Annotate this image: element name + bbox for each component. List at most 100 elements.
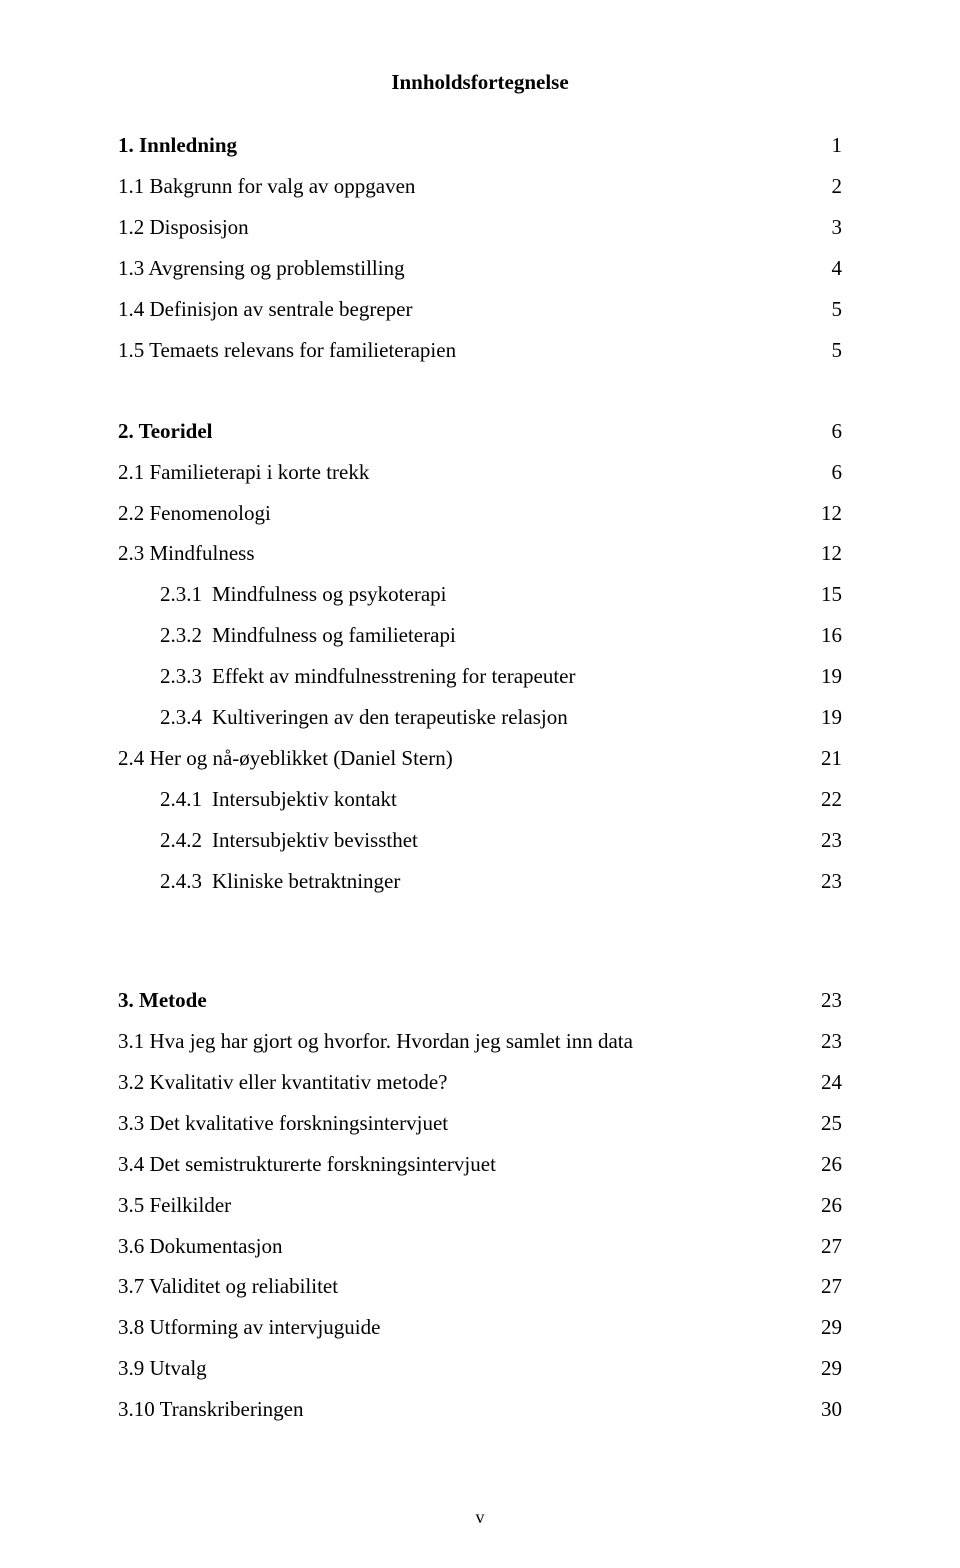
toc-line: 2.4 Her og nå-øyeblikket (Daniel Stern) 2… — [118, 738, 842, 779]
toc-page: 23 — [821, 861, 842, 902]
toc-number: 2.3.2 — [160, 615, 212, 656]
toc-line: 3.2 Kvalitativ eller kvantitativ metode?… — [118, 1062, 842, 1103]
toc-line: 2.2 Fenomenologi 12 — [118, 493, 842, 534]
toc-line: 3.3 Det kvalitative forskningsintervjuet… — [118, 1103, 842, 1144]
toc-page: 19 — [821, 656, 842, 697]
toc-line: 2.3.2Mindfulness og familieterapi 16 — [118, 615, 842, 656]
toc-text: Effekt av mindfulnesstrening for terapeu… — [212, 664, 575, 688]
toc-line: 2.3.1Mindfulness og psykoterapi 15 — [118, 574, 842, 615]
toc-page: 30 — [821, 1389, 842, 1430]
toc-label: 3.10 Transkriberingen — [118, 1389, 304, 1430]
toc-page: 6 — [832, 411, 843, 452]
toc-line: 1.5 Temaets relevans for familieterapien… — [118, 330, 842, 371]
toc-label: 2.4 Her og nå-øyeblikket (Daniel Stern) — [118, 738, 453, 779]
toc-page: 15 — [821, 574, 842, 615]
toc-line: 3. Metode 23 — [118, 980, 842, 1021]
toc-label: 1.2 Disposisjon — [118, 207, 249, 248]
toc-label: 3.3 Det kvalitative forskningsintervjuet — [118, 1103, 448, 1144]
toc-label: 1.1 Bakgrunn for valg av oppgaven — [118, 166, 415, 207]
toc-page: 21 — [821, 738, 842, 779]
toc-page: 27 — [821, 1266, 842, 1307]
toc-line: 2.3 Mindfulness 12 — [118, 533, 842, 574]
toc-text: Mindfulness og psykoterapi — [212, 582, 446, 606]
toc-text: Intersubjektiv bevissthet — [212, 828, 418, 852]
toc-page: 6 — [832, 452, 843, 493]
toc-page: 29 — [821, 1348, 842, 1389]
toc-line: 2.4.2Intersubjektiv bevissthet 23 — [118, 820, 842, 861]
toc-line: 3.6 Dokumentasjon 27 — [118, 1226, 842, 1267]
toc-page: 23 — [821, 980, 842, 1021]
toc-gap — [118, 902, 842, 980]
toc-page: 5 — [832, 330, 843, 371]
toc-text: Kultiveringen av den terapeutiske relasj… — [212, 705, 568, 729]
toc-label: 2.4.3Kliniske betraktninger — [160, 861, 400, 902]
toc-label: 2.3 Mindfulness — [118, 533, 255, 574]
toc-page: 26 — [821, 1144, 842, 1185]
page-number-footer: v — [0, 1507, 960, 1528]
toc-label: 2.2 Fenomenologi — [118, 493, 271, 534]
toc-title: Innholdsfortegnelse — [118, 70, 842, 95]
toc-page: 23 — [821, 820, 842, 861]
toc-line: 3.1 Hva jeg har gjort og hvorfor. Hvorda… — [118, 1021, 842, 1062]
toc-label: 2.3.2Mindfulness og familieterapi — [160, 615, 456, 656]
toc-label: 1.4 Definisjon av sentrale begreper — [118, 289, 412, 330]
toc-page: 23 — [821, 1021, 842, 1062]
toc-line: 1. Innledning 1 — [118, 125, 842, 166]
toc-label: 2.4.1Intersubjektiv kontakt — [160, 779, 397, 820]
toc-page: 12 — [821, 493, 842, 534]
toc-label: 3.8 Utforming av intervjuguide — [118, 1307, 380, 1348]
toc-text: Mindfulness og familieterapi — [212, 623, 456, 647]
toc-number: 2.3.3 — [160, 656, 212, 697]
toc-number: 2.4.2 — [160, 820, 212, 861]
toc-label: 1. Innledning — [118, 125, 237, 166]
toc-label: 3.5 Feilkilder — [118, 1185, 231, 1226]
toc-label: 3.6 Dokumentasjon — [118, 1226, 282, 1267]
toc-label: 3.7 Validitet og reliabilitet — [118, 1266, 338, 1307]
toc-page: 1 — [832, 125, 843, 166]
toc-line: 2.4.3Kliniske betraktninger 23 — [118, 861, 842, 902]
toc-label: 2.3.3Effekt av mindfulnesstrening for te… — [160, 656, 575, 697]
toc-number: 2.3.4 — [160, 697, 212, 738]
toc-page: 24 — [821, 1062, 842, 1103]
toc-line: 3.5 Feilkilder 26 — [118, 1185, 842, 1226]
toc-page: 22 — [821, 779, 842, 820]
toc-line: 2.4.1Intersubjektiv kontakt 22 — [118, 779, 842, 820]
toc-page: 12 — [821, 533, 842, 574]
toc-label: 3.9 Utvalg — [118, 1348, 207, 1389]
toc-text: Kliniske betraktninger — [212, 869, 400, 893]
toc-label: 3.1 Hva jeg har gjort og hvorfor. Hvorda… — [118, 1021, 633, 1062]
toc-label: 2.3.1Mindfulness og psykoterapi — [160, 574, 446, 615]
toc-line: 1.3 Avgrensing og problemstilling4 — [118, 248, 842, 289]
toc-page: 27 — [821, 1226, 842, 1267]
toc-text: Intersubjektiv kontakt — [212, 787, 397, 811]
toc-page: 5 — [832, 289, 843, 330]
toc-line: 3.8 Utforming av intervjuguide 29 — [118, 1307, 842, 1348]
toc-label: 1.5 Temaets relevans for familieterapien — [118, 330, 456, 371]
page: Innholdsfortegnelse 1. Innledning11.1 Ba… — [0, 0, 960, 1568]
toc-line: 3.9 Utvalg 29 — [118, 1348, 842, 1389]
toc-page: 26 — [821, 1185, 842, 1226]
toc-number: 2.4.1 — [160, 779, 212, 820]
toc-line: 2.3.4Kultiveringen av den terapeutiske r… — [118, 697, 842, 738]
toc-line: 1.1 Bakgrunn for valg av oppgaven 2 — [118, 166, 842, 207]
toc-label: 2.3.4Kultiveringen av den terapeutiske r… — [160, 697, 568, 738]
toc-line: 1.4 Definisjon av sentrale begreper 5 — [118, 289, 842, 330]
toc-line: 3.7 Validitet og reliabilitet 27 — [118, 1266, 842, 1307]
toc-line: 2.3.3Effekt av mindfulnesstrening for te… — [118, 656, 842, 697]
toc-label: 2.4.2Intersubjektiv bevissthet — [160, 820, 418, 861]
toc-page: 16 — [821, 615, 842, 656]
toc-number: 2.3.1 — [160, 574, 212, 615]
toc-line: 1.2 Disposisjon 3 — [118, 207, 842, 248]
toc-page: 29 — [821, 1307, 842, 1348]
toc-page: 25 — [821, 1103, 842, 1144]
toc-label: 3. Metode — [118, 980, 207, 1021]
toc-page: 2 — [832, 166, 843, 207]
toc-label: 3.2 Kvalitativ eller kvantitativ metode? — [118, 1062, 447, 1103]
toc-label: 3.4 Det semistrukturerte forskningsinter… — [118, 1144, 496, 1185]
toc-label: 2. Teoridel — [118, 411, 213, 452]
toc-line: 3.4 Det semistrukturerte forskningsinter… — [118, 1144, 842, 1185]
toc-page: 3 — [832, 207, 843, 248]
toc-label: 2.1 Familieterapi i korte trekk — [118, 452, 369, 493]
toc-line: 3.10 Transkriberingen 30 — [118, 1389, 842, 1430]
toc-page: 4 — [832, 248, 843, 289]
